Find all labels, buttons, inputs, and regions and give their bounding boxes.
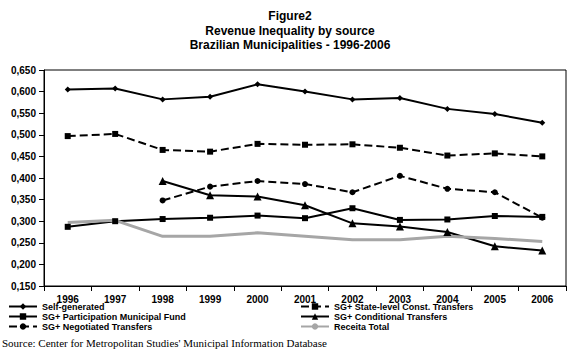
svg-text:2006: 2006	[531, 294, 554, 305]
svg-text:Figure2: Figure2	[268, 9, 312, 23]
svg-text:2002: 2002	[341, 293, 364, 305]
svg-text:2004: 2004	[436, 293, 459, 305]
svg-text:0,150: 0,150	[11, 281, 36, 292]
svg-text:1999: 1999	[199, 294, 222, 305]
svg-text:SG+ Conditional Transfers: SG+ Conditional Transfers	[334, 312, 447, 322]
svg-text:1997: 1997	[104, 294, 127, 305]
svg-text:0,400: 0,400	[11, 173, 36, 184]
svg-text:2003: 2003	[388, 293, 411, 305]
svg-text:0,600: 0,600	[11, 86, 36, 97]
svg-text:1996: 1996	[56, 293, 79, 305]
svg-text:SG+ State-level Const. Transfe: SG+ State-level Const. Transfers	[334, 302, 473, 312]
svg-text:1998: 1998	[152, 294, 175, 305]
svg-text:2005: 2005	[484, 294, 507, 305]
svg-text:0,450: 0,450	[11, 151, 36, 162]
svg-text:0,250: 0,250	[11, 237, 36, 248]
svg-text:Self-generated: Self-generated	[42, 302, 105, 312]
svg-text:Brazilian Municipalities - 199: Brazilian Municipalities - 1996-2006	[190, 38, 391, 52]
svg-text:0,200: 0,200	[11, 259, 36, 270]
svg-text:0,350: 0,350	[11, 194, 36, 205]
svg-text:2001: 2001	[294, 294, 317, 305]
svg-text:0,550: 0,550	[11, 108, 36, 119]
svg-text:0,500: 0,500	[11, 129, 36, 140]
svg-text:0,300: 0,300	[11, 216, 36, 227]
svg-text:0,650: 0,650	[11, 65, 36, 76]
svg-text:Receita Total: Receita Total	[334, 322, 389, 332]
svg-text:Source: Center for Metropolita: Source: Center for Metropolitan Studies'…	[2, 337, 327, 349]
svg-text:SG+ Participation Municipal Fu: SG+ Participation Municipal Fund	[42, 312, 186, 322]
svg-text:SG+ Negotiated Transfers: SG+ Negotiated Transfers	[42, 322, 152, 332]
svg-text:Revenue Inequality by source: Revenue Inequality by source	[205, 24, 375, 38]
svg-text:2000: 2000	[246, 294, 269, 305]
